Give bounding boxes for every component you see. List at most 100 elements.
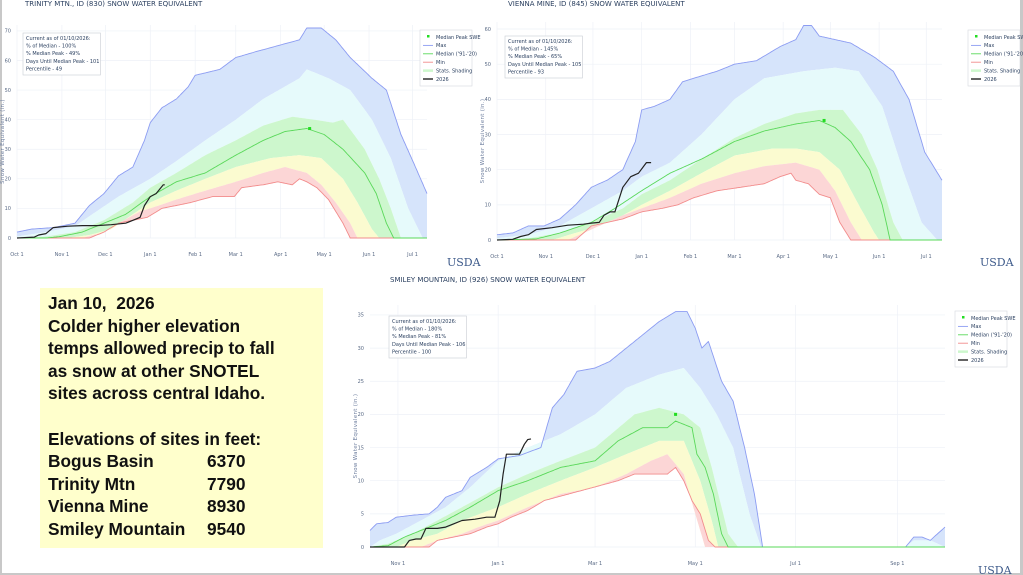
stats-line: Days Until Median Peak - 106 [392, 342, 465, 348]
y-tick-label: 30 [485, 132, 491, 138]
current-stats-box: Current as of 01/10/2026: % of Median - 1… [504, 35, 583, 79]
x-tick-label: Jan 1 [143, 252, 156, 258]
legend-median-peak[interactable]: Median Peak SWE [427, 35, 481, 41]
legend-median[interactable]: Median ('91-'20) [423, 52, 477, 58]
legend-2026[interactable]: 2026 [958, 358, 984, 364]
stats-line: Percentile - 100 [392, 349, 431, 355]
x-tick-label: May 1 [688, 561, 703, 567]
elevation-value: 8930 [207, 496, 246, 517]
annotation-date: Jan 10, 2026 [48, 293, 155, 313]
current-2026-line [496, 162, 652, 241]
annotation-text-box: Jan 10, 2026 Colder higher elevation tem… [40, 288, 323, 548]
elevation-row: Bogus Basin 6370 [48, 450, 323, 473]
y-tick-label: 60 [5, 58, 11, 64]
y-tick-label: 0 [488, 238, 491, 244]
stats-line: Percentile - 49 [26, 66, 62, 72]
elevations-header: Elevations of sites in feet: [48, 428, 262, 449]
y-axis-label: Snow Water Equivalent (in.) [0, 99, 6, 184]
legend-min[interactable]: Min [958, 341, 980, 347]
chart-title: TRINITY MTN., ID (830) SNOW WATER EQUIVA… [24, 0, 203, 8]
band-max-p90 [370, 311, 945, 547]
legend-min[interactable]: Min [423, 60, 445, 66]
band-p10-min [370, 454, 945, 547]
elevation-row: Vienna Mine 8930 [48, 495, 323, 518]
elevation-row: Smiley Mountain 9540 [48, 518, 323, 541]
legend-stats-shading[interactable]: Stats. Shading [958, 349, 1007, 355]
elevation-value: 9540 [207, 518, 246, 539]
stats-line: Days Until Median Peak - 105 [508, 62, 581, 68]
median-peak-marker [674, 412, 678, 416]
x-tick-label: Dec 1 [586, 254, 600, 260]
y-tick-label: 70 [5, 29, 11, 35]
y-tick-label: 10 [5, 206, 11, 212]
elevation-row: Trinity Mtn 7790 [48, 473, 323, 496]
band-max-p90 [497, 25, 942, 240]
x-tick-label: Jun 1 [362, 252, 376, 258]
stats-line: % of Median - 180% [392, 327, 442, 333]
y-tick-label: 20 [485, 167, 491, 173]
legend-max[interactable]: Max [958, 324, 981, 330]
band-p70-p30 [370, 407, 945, 547]
spacer [48, 405, 323, 428]
max-line [16, 27, 428, 233]
legend-label: Min [984, 60, 993, 66]
x-tick-label: Jun 1 [872, 254, 886, 260]
legend-max[interactable]: Max [423, 43, 446, 49]
median-peak-marker [822, 118, 826, 122]
legend-label: Median Peak SWE [436, 35, 481, 41]
y-tick-label: 10 [358, 478, 364, 484]
x-tick-label: Feb 1 [188, 252, 202, 258]
legend-median[interactable]: Median ('91-'20) [958, 333, 1012, 339]
y-tick-label: 0 [8, 236, 11, 242]
legend-stats-shading[interactable]: Stats. Shading [971, 68, 1020, 74]
legend-median[interactable]: Median ('91-'20) [971, 52, 1023, 58]
trinity-swe-chart: TRINITY MTN., ID (830) SNOW WATER EQUIVA… [0, 0, 482, 269]
legend-label: Median ('91-'20) [436, 52, 477, 58]
stats-line: Current as of 01/10/2026: [26, 36, 91, 42]
legend-max[interactable]: Max [971, 43, 994, 49]
legend-min[interactable]: Min [971, 60, 993, 66]
stats-line: % Median Peak - 81% [392, 334, 446, 340]
x-tick-label: Jan 1 [634, 254, 647, 260]
median-line [497, 120, 942, 241]
y-tick-label: 5 [361, 512, 364, 518]
y-tick-label: 30 [5, 147, 11, 153]
vienna-swe-chart: VIENNA MINE, ID (845) SNOW WATER EQUIVAL… [480, 0, 1023, 269]
min-line [497, 172, 942, 241]
x-tick-label: Jul 1 [789, 561, 801, 567]
legend-2026[interactable]: 2026 [423, 77, 449, 83]
x-tick-label: Nov 1 [391, 561, 406, 567]
current-2026-line [16, 184, 165, 239]
y-tick-label: 20 [358, 412, 364, 418]
y-tick-label: 60 [485, 27, 491, 33]
chart-legend: Median Peak SWE Max Median ('91-'20) Min Sta… [967, 29, 1023, 87]
legend-2026[interactable]: 2026 [971, 77, 997, 83]
chart-title: VIENNA MINE, ID (845) SNOW WATER EQUIVAL… [508, 0, 685, 8]
elevation-site: Trinity Mtn [48, 473, 136, 494]
legend-label: 2026 [436, 77, 449, 83]
slide-border-bottom [0, 573, 1023, 575]
legend-median-peak[interactable]: Median Peak SWE [975, 35, 1023, 41]
current-stats-box: Current as of 01/10/2026: % of Median - 1… [22, 32, 101, 76]
legend-stats-shading[interactable]: Stats. Shading [423, 68, 472, 74]
x-tick-label: Apr 1 [274, 252, 287, 258]
x-tick-label: Dec 1 [98, 252, 112, 258]
y-tick-label: 0 [361, 545, 364, 551]
legend-label: Stats. Shading [971, 349, 1007, 355]
y-tick-label: 20 [5, 177, 11, 183]
usda-logo: USDA [978, 564, 1013, 575]
legend-median-peak[interactable]: Median Peak SWE [962, 316, 1016, 322]
legend-label: Median ('91-'20) [971, 333, 1012, 339]
chart-legend: Median Peak SWE Max Median ('91-'20) Min Sta… [419, 29, 481, 87]
x-tick-label: Jul 1 [406, 252, 418, 258]
band-p90-p70 [370, 368, 945, 547]
x-tick-label: Oct 1 [10, 252, 23, 258]
elevation-site: Smiley Mountain [48, 518, 186, 539]
band-p90-p70 [497, 67, 942, 240]
stats-line: Days Until Median Peak - 101 [26, 59, 99, 65]
stats-line: Current as of 01/10/2026: [392, 319, 457, 325]
y-axis-label: Snow Water Equivalent (in.) [480, 99, 486, 184]
annotation-line: Colder higher elevation [48, 315, 241, 336]
median-line [17, 128, 427, 239]
